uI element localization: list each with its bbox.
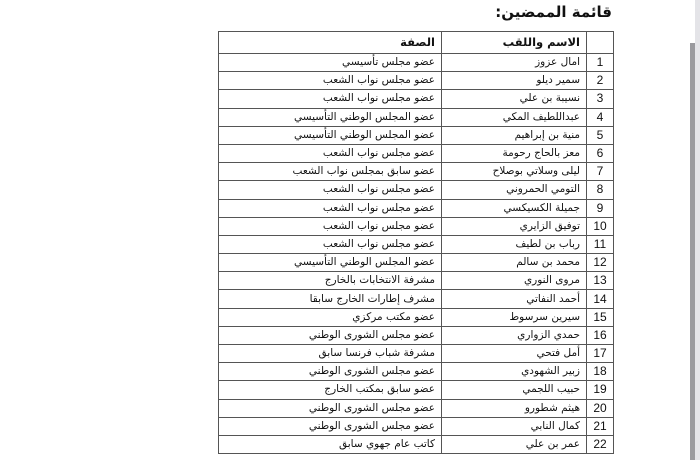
row-number: 9 bbox=[586, 198, 614, 218]
table-row: 18 زبير الشهودي عضو مجلس الشورى الوطني bbox=[218, 362, 614, 382]
table-row: 19 حبيب اللجمي عضو سابق بمكتب الخارج bbox=[218, 380, 614, 400]
row-role: مشرفة الانتخابات بالخارج bbox=[218, 271, 442, 291]
row-role: عضو مكتب مركزي bbox=[218, 307, 442, 327]
row-name: هيثم شطورو bbox=[441, 398, 587, 418]
row-role: عضو المجلس الوطني التأسيسي bbox=[218, 125, 442, 145]
row-name: أمل فتحي bbox=[441, 343, 587, 364]
row-role: عضو مجلس نواب الشعب bbox=[218, 216, 442, 236]
table-row: 13 مروى النوري مشرفة الانتخابات بالخارج bbox=[218, 271, 614, 291]
table-row: 9 جميلة الكسيكسي عضو مجلس نواب الشعب bbox=[218, 198, 614, 218]
row-role: عضو مجلس الشورى الوطني bbox=[218, 398, 442, 418]
row-role: عضو مجلس الشورى الوطني bbox=[218, 325, 442, 346]
row-number: 17 bbox=[586, 343, 614, 364]
row-role: عضو مجلس الشورى الوطني bbox=[218, 416, 442, 436]
row-role: عضو المجلس الوطني التأسيسي bbox=[218, 253, 442, 273]
row-number: 18 bbox=[586, 362, 614, 382]
table-row: 6 معز بالحاج رحومة عضو مجلس نواب الشعب bbox=[218, 143, 614, 164]
row-role: عضو سابق بمجلس نواب الشعب bbox=[218, 162, 442, 182]
row-name: توفيق الزايري bbox=[441, 216, 587, 236]
table-row: 21 كمال النابي عضو مجلس الشورى الوطني bbox=[218, 416, 614, 436]
row-number: 11 bbox=[586, 234, 614, 255]
row-role: عضو مجلس نواب الشعب bbox=[218, 89, 442, 109]
row-number: 22 bbox=[586, 434, 614, 455]
table-header-row: الاسم واللقب الصفة bbox=[218, 31, 614, 54]
table-row: 2 سمير ديلو عضو مجلس نواب الشعب bbox=[218, 71, 614, 91]
row-name: محمد بن سالم bbox=[441, 253, 587, 273]
row-number: 15 bbox=[586, 307, 614, 327]
row-role: عضو مجلس نواب الشعب bbox=[218, 234, 442, 255]
table-row: 4 عبداللطيف المكي عضو المجلس الوطني التأسي… bbox=[218, 107, 614, 127]
table-row: 15 سيرين سرسوط عضو مكتب مركزي bbox=[218, 307, 614, 327]
row-role: مشرفة شباب فرنسا سابق bbox=[218, 343, 442, 364]
row-role: عضو مجلس الشورى الوطني bbox=[218, 362, 442, 382]
row-number: 6 bbox=[586, 143, 614, 164]
row-name: كمال النابي bbox=[441, 416, 587, 436]
row-number: 4 bbox=[586, 107, 614, 127]
row-number: 19 bbox=[586, 380, 614, 400]
header-role: الصفة bbox=[218, 31, 442, 54]
row-name: التومي الحمروني bbox=[441, 180, 587, 200]
table-row: 5 منية بن إبراهيم عضو المجلس الوطني التأسي… bbox=[218, 125, 614, 145]
row-role: كاتب عام جهوي سابق bbox=[218, 434, 442, 455]
row-number: 7 bbox=[586, 162, 614, 182]
document-title: قائمة الممضين: bbox=[495, 3, 612, 21]
signatories-table: الاسم واللقب الصفة 1 امال عزوز عضو مجلس تأ… bbox=[218, 31, 614, 455]
table-row: 20 هيثم شطورو عضو مجلس الشورى الوطني bbox=[218, 398, 614, 418]
table-row: 16 حمدي الزواري عضو مجلس الشورى الوطني bbox=[218, 325, 614, 346]
row-name: ليلى وسلاتي بوصلاح bbox=[441, 162, 587, 182]
table-row: 7 ليلى وسلاتي بوصلاح عضو سابق بمجلس نواب ا… bbox=[218, 162, 614, 182]
row-number: 1 bbox=[586, 52, 614, 73]
scrollbar-thumb[interactable] bbox=[690, 43, 695, 460]
row-number: 13 bbox=[586, 271, 614, 291]
row-number: 20 bbox=[586, 398, 614, 418]
table-row: 12 محمد بن سالم عضو المجلس الوطني التأسيسي bbox=[218, 253, 614, 273]
row-name: مروى النوري bbox=[441, 271, 587, 291]
table-row: 14 أحمد النفاتي مشرف إطارات الخارج سابقا bbox=[218, 289, 614, 309]
header-num bbox=[586, 31, 614, 54]
row-name: زبير الشهودي bbox=[441, 362, 587, 382]
row-name: عبداللطيف المكي bbox=[441, 107, 587, 127]
row-name: عمر بن علي bbox=[441, 434, 587, 455]
row-role: عضو مجلس نواب الشعب bbox=[218, 143, 442, 164]
table-row: 3 نسيبة بن علي عضو مجلس نواب الشعب bbox=[218, 89, 614, 109]
row-name: حمدي الزواري bbox=[441, 325, 587, 346]
scrollbar-track[interactable] bbox=[695, 0, 700, 460]
row-role: عضو مجلس نواب الشعب bbox=[218, 198, 442, 218]
row-role: عضو مجلس نواب الشعب bbox=[218, 180, 442, 200]
row-name: حبيب اللجمي bbox=[441, 380, 587, 400]
row-number: 16 bbox=[586, 325, 614, 346]
row-number: 3 bbox=[586, 89, 614, 109]
row-name: معز بالحاج رحومة bbox=[441, 143, 587, 164]
header-name: الاسم واللقب bbox=[441, 31, 587, 54]
row-name: امال عزوز bbox=[441, 52, 587, 73]
row-number: 10 bbox=[586, 216, 614, 236]
row-number: 21 bbox=[586, 416, 614, 436]
row-role: عضو مجلس تأسيسي bbox=[218, 52, 442, 73]
row-number: 2 bbox=[586, 71, 614, 91]
table-row: 11 رباب بن لطيف عضو مجلس نواب الشعب bbox=[218, 234, 614, 255]
row-name: سمير ديلو bbox=[441, 71, 587, 91]
table-row: 17 أمل فتحي مشرفة شباب فرنسا سابق bbox=[218, 343, 614, 364]
row-role: عضو سابق بمكتب الخارج bbox=[218, 380, 442, 400]
row-number: 12 bbox=[586, 253, 614, 273]
row-number: 5 bbox=[586, 125, 614, 145]
row-name: جميلة الكسيكسي bbox=[441, 198, 587, 218]
row-name: سيرين سرسوط bbox=[441, 307, 587, 327]
row-name: منية بن إبراهيم bbox=[441, 125, 587, 145]
row-role: مشرف إطارات الخارج سابقا bbox=[218, 289, 442, 309]
row-name: رباب بن لطيف bbox=[441, 234, 587, 255]
row-role: عضو مجلس نواب الشعب bbox=[218, 71, 442, 91]
row-role: عضو المجلس الوطني التأسيسي bbox=[218, 107, 442, 127]
table-row: 1 امال عزوز عضو مجلس تأسيسي bbox=[218, 52, 614, 73]
row-number: 8 bbox=[586, 180, 614, 200]
table-row: 22 عمر بن علي كاتب عام جهوي سابق bbox=[218, 434, 614, 455]
table-row: 8 التومي الحمروني عضو مجلس نواب الشعب bbox=[218, 180, 614, 200]
row-name: نسيبة بن علي bbox=[441, 89, 587, 109]
table-row: 10 توفيق الزايري عضو مجلس نواب الشعب bbox=[218, 216, 614, 236]
row-number: 14 bbox=[586, 289, 614, 309]
row-name: أحمد النفاتي bbox=[441, 289, 587, 309]
